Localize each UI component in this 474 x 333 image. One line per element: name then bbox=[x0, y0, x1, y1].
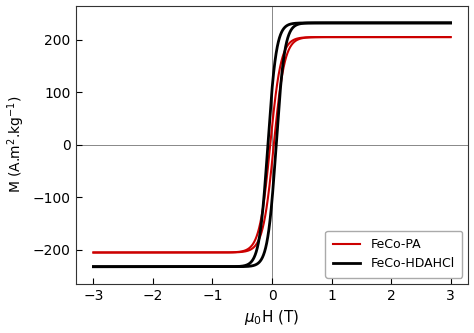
FeCo-HDAHCl bbox=[91, 265, 96, 269]
FeCo-PA bbox=[441, 35, 447, 39]
Line: FeCo-PA: FeCo-PA bbox=[93, 37, 451, 252]
X-axis label: $\mu_0$H (T): $\mu_0$H (T) bbox=[245, 308, 300, 327]
FeCo-PA bbox=[402, 35, 408, 39]
FeCo-PA bbox=[131, 250, 137, 254]
FeCo-HDAHCl bbox=[243, 263, 249, 267]
FeCo-HDAHCl bbox=[448, 21, 454, 25]
FeCo-PA bbox=[228, 250, 233, 254]
FeCo-HDAHCl bbox=[402, 21, 408, 25]
FeCo-HDAHCl bbox=[441, 21, 447, 25]
FeCo-HDAHCl bbox=[228, 265, 233, 269]
Y-axis label: M (A.m$^2$.kg$^{-1}$): M (A.m$^2$.kg$^{-1}$) bbox=[6, 96, 27, 193]
FeCo-PA bbox=[243, 248, 249, 252]
FeCo-HDAHCl bbox=[131, 265, 137, 269]
FeCo-PA bbox=[448, 35, 454, 39]
Legend: FeCo-PA, FeCo-HDAHCl: FeCo-PA, FeCo-HDAHCl bbox=[326, 230, 462, 278]
Line: FeCo-HDAHCl: FeCo-HDAHCl bbox=[93, 23, 451, 267]
FeCo-HDAHCl bbox=[153, 265, 158, 269]
FeCo-PA bbox=[91, 250, 96, 254]
FeCo-PA bbox=[153, 250, 158, 254]
FeCo-HDAHCl bbox=[427, 21, 432, 25]
